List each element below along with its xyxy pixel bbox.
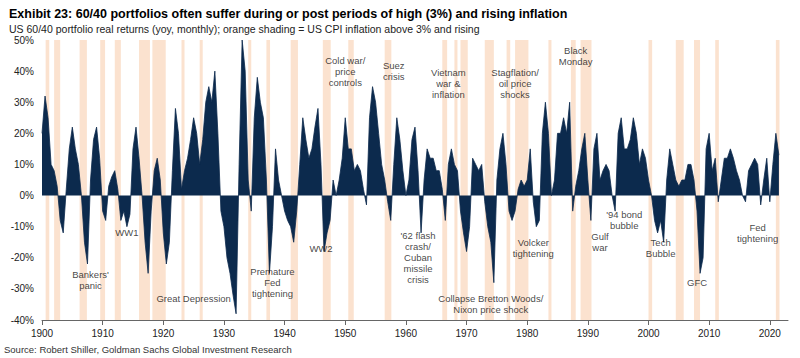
svg-text:Cold war/: Cold war/	[325, 55, 365, 66]
svg-text:shocks: shocks	[500, 89, 530, 100]
svg-text:30%: 30%	[14, 97, 34, 108]
svg-text:'62 flash: '62 flash	[400, 230, 435, 241]
svg-text:1970: 1970	[455, 328, 478, 339]
svg-text:-10%: -10%	[11, 221, 34, 232]
svg-text:war: war	[591, 242, 607, 253]
svg-text:Suez: Suez	[383, 60, 405, 71]
svg-text:Fed: Fed	[264, 277, 280, 288]
svg-text:missile: missile	[404, 263, 433, 274]
svg-text:Bankers': Bankers'	[72, 269, 109, 280]
svg-text:Stagflation/: Stagflation/	[491, 67, 539, 78]
svg-text:GFC: GFC	[687, 277, 707, 288]
svg-text:20%: 20%	[14, 128, 34, 139]
svg-text:0%: 0%	[20, 190, 35, 201]
svg-text:1910: 1910	[92, 328, 115, 339]
svg-text:Source: Robert Shiller, Goldma: Source: Robert Shiller, Goldman Sachs Gl…	[4, 344, 292, 355]
svg-text:1930: 1930	[213, 328, 236, 339]
svg-text:Fed: Fed	[749, 222, 765, 233]
svg-text:-30%: -30%	[11, 283, 34, 294]
svg-text:'94 bond: '94 bond	[606, 209, 642, 220]
svg-text:WW1: WW1	[115, 227, 138, 238]
svg-text:40%: 40%	[14, 66, 34, 77]
svg-text:WW2: WW2	[309, 243, 332, 254]
svg-text:bubble: bubble	[610, 220, 639, 231]
svg-text:Premature: Premature	[250, 266, 294, 277]
svg-text:inflation: inflation	[432, 89, 465, 100]
svg-text:Tech: Tech	[651, 237, 671, 248]
svg-text:10%: 10%	[14, 159, 34, 170]
svg-text:panic: panic	[79, 280, 102, 291]
svg-text:Bubble: Bubble	[646, 248, 676, 259]
svg-text:1900: 1900	[31, 328, 54, 339]
svg-text:Volcker: Volcker	[518, 237, 549, 248]
svg-text:-40%: -40%	[11, 315, 34, 326]
svg-text:1990: 1990	[577, 328, 600, 339]
svg-text:US 60/40 portfolio real return: US 60/40 portfolio real returns (yoy, mo…	[9, 23, 480, 35]
svg-text:price: price	[335, 66, 356, 77]
svg-text:crash/: crash/	[405, 241, 431, 252]
svg-text:Cuban: Cuban	[404, 252, 432, 263]
svg-text:1940: 1940	[273, 328, 296, 339]
svg-text:-20%: -20%	[11, 252, 34, 263]
svg-text:controls: controls	[329, 77, 363, 88]
svg-text:oil price: oil price	[499, 78, 532, 89]
svg-text:Black: Black	[564, 45, 587, 56]
svg-text:crisis: crisis	[383, 71, 405, 82]
svg-text:2000: 2000	[637, 328, 660, 339]
svg-text:Exhibit 23: 60/40 portfolios o: Exhibit 23: 60/40 portfolios often suffe…	[9, 7, 567, 21]
svg-text:2010: 2010	[698, 328, 721, 339]
svg-text:war &: war &	[435, 78, 461, 89]
svg-text:tightening: tightening	[252, 288, 293, 299]
svg-text:Gulf: Gulf	[591, 231, 609, 242]
svg-text:50%: 50%	[14, 35, 34, 46]
svg-text:Nixon price shock: Nixon price shock	[453, 304, 528, 315]
svg-text:Vietnam: Vietnam	[431, 67, 466, 78]
svg-text:1960: 1960	[395, 328, 418, 339]
svg-text:1980: 1980	[516, 328, 539, 339]
svg-text:crisis: crisis	[407, 274, 429, 285]
svg-text:1950: 1950	[334, 328, 357, 339]
svg-text:tightening: tightening	[737, 233, 778, 244]
svg-text:Great Depression: Great Depression	[156, 293, 230, 304]
svg-text:tightening: tightening	[513, 248, 554, 259]
svg-text:Monday: Monday	[559, 56, 593, 67]
svg-text:Collapse Bretton Woods/: Collapse Bretton Woods/	[438, 293, 543, 304]
svg-text:2020: 2020	[759, 328, 782, 339]
svg-text:1920: 1920	[152, 328, 175, 339]
